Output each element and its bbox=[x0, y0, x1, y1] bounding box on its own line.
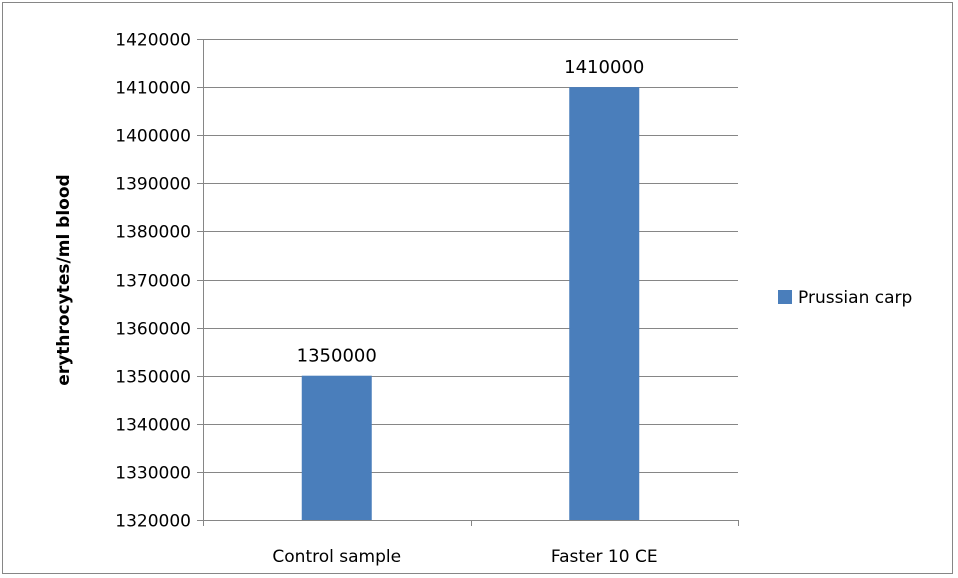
axes bbox=[197, 39, 739, 526]
x-tick-labels: Control sample Faster 10 CE bbox=[272, 547, 657, 567]
y-tick-label: 1320000 bbox=[115, 512, 191, 532]
y-tick-label: 1370000 bbox=[115, 272, 191, 292]
y-tick-labels: 1320000 1330000 1340000 1350000 1360000 13700… bbox=[115, 31, 191, 532]
y-tick-label: 1330000 bbox=[115, 464, 191, 484]
y-tick-label: 1340000 bbox=[115, 416, 191, 436]
x-tick-label: Faster 10 CE bbox=[551, 547, 658, 567]
y-tick-label: 1380000 bbox=[115, 223, 191, 243]
gridlines bbox=[203, 39, 738, 473]
x-tick-label: Control sample bbox=[272, 547, 401, 567]
data-labels: 1350000 1410000 bbox=[297, 57, 645, 367]
y-axis-label: erythrocytes/ml blood bbox=[54, 174, 74, 385]
bar-control-sample bbox=[301, 375, 372, 520]
y-tick-label: 1420000 bbox=[115, 31, 191, 51]
legend-label: Prussian carp bbox=[798, 288, 912, 308]
data-label: 1410000 bbox=[564, 57, 644, 78]
legend: Prussian carp bbox=[778, 288, 912, 308]
y-tick-label: 1360000 bbox=[115, 320, 191, 340]
bar-faster-10-ce bbox=[569, 87, 640, 520]
y-tick-label: 1400000 bbox=[115, 127, 191, 147]
y-tick-label: 1410000 bbox=[115, 79, 191, 99]
legend-swatch bbox=[778, 290, 792, 304]
data-label: 1350000 bbox=[297, 346, 377, 367]
y-tick-label: 1390000 bbox=[115, 175, 191, 195]
bars bbox=[301, 87, 640, 520]
y-tick-label: 1350000 bbox=[115, 368, 191, 388]
